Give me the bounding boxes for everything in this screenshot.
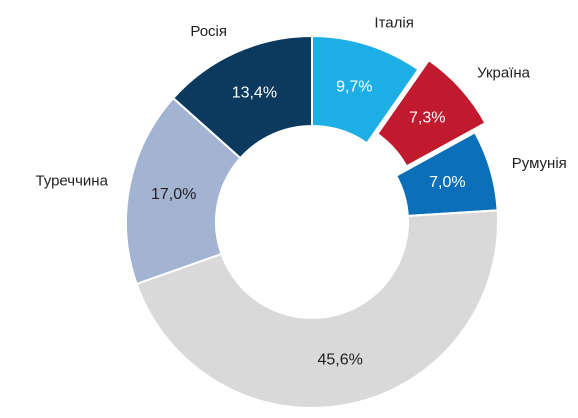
category-label: Туреччина (35, 173, 108, 190)
slice (171, 34, 313, 160)
category-label: Румунія (512, 155, 567, 172)
slice (375, 58, 487, 168)
value-label: 45,6% (317, 351, 362, 368)
category-label: Італія (374, 15, 413, 32)
value-label: 7,3% (409, 110, 445, 127)
value-label: 9,7% (336, 79, 372, 96)
slice (311, 34, 420, 145)
value-label: 17,0% (151, 186, 196, 203)
category-label: Росія (190, 23, 227, 40)
value-label: 13,4% (232, 85, 277, 102)
category-label: Україна (477, 65, 531, 82)
value-label: 7,0% (429, 174, 465, 191)
slice (135, 209, 499, 409)
slice (125, 96, 242, 286)
category-label: Інші (340, 417, 368, 418)
